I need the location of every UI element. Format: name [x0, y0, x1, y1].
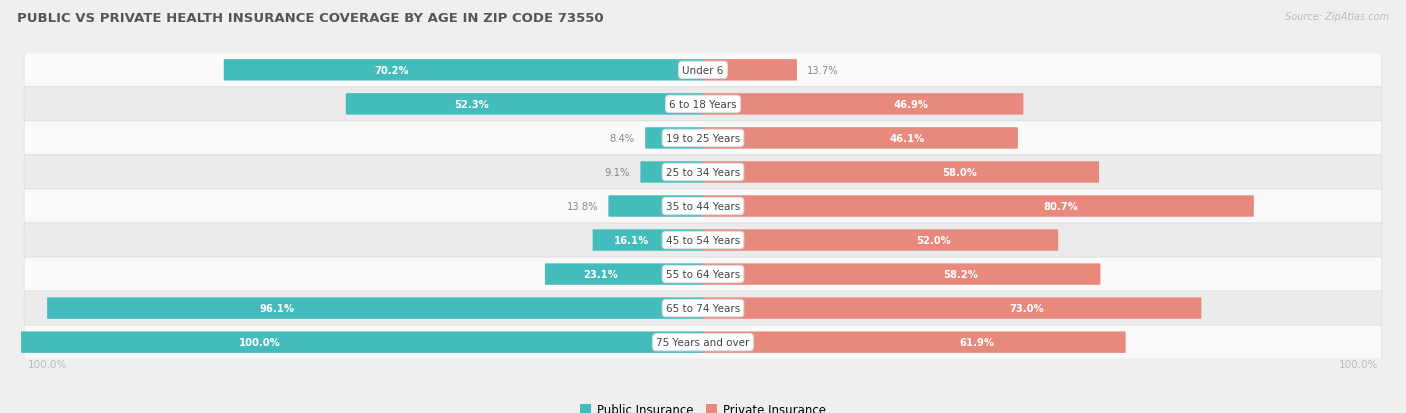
FancyBboxPatch shape [24, 223, 1382, 257]
Text: 96.1%: 96.1% [260, 304, 294, 313]
FancyBboxPatch shape [703, 298, 1201, 319]
Text: 13.8%: 13.8% [567, 202, 598, 211]
Text: 73.0%: 73.0% [1010, 304, 1043, 313]
FancyBboxPatch shape [593, 230, 703, 251]
FancyBboxPatch shape [703, 264, 1101, 285]
Text: 46.1%: 46.1% [890, 133, 925, 144]
Text: 23.1%: 23.1% [583, 269, 619, 280]
Text: 16.1%: 16.1% [614, 235, 650, 245]
FancyBboxPatch shape [645, 128, 703, 149]
FancyBboxPatch shape [703, 196, 1254, 217]
Text: 58.0%: 58.0% [942, 168, 977, 178]
Text: 100.0%: 100.0% [28, 359, 67, 369]
FancyBboxPatch shape [703, 332, 1126, 353]
FancyBboxPatch shape [703, 60, 797, 81]
FancyBboxPatch shape [703, 230, 1059, 251]
Text: Source: ZipAtlas.com: Source: ZipAtlas.com [1285, 12, 1389, 22]
FancyBboxPatch shape [24, 88, 1382, 121]
Text: 65 to 74 Years: 65 to 74 Years [666, 304, 740, 313]
Text: 45 to 54 Years: 45 to 54 Years [666, 235, 740, 245]
FancyBboxPatch shape [24, 156, 1382, 190]
Text: 100.0%: 100.0% [1339, 359, 1378, 369]
Text: 13.7%: 13.7% [807, 66, 839, 76]
Text: PUBLIC VS PRIVATE HEALTH INSURANCE COVERAGE BY AGE IN ZIP CODE 73550: PUBLIC VS PRIVATE HEALTH INSURANCE COVER… [17, 12, 603, 25]
Text: 55 to 64 Years: 55 to 64 Years [666, 269, 740, 280]
FancyBboxPatch shape [609, 196, 703, 217]
FancyBboxPatch shape [24, 54, 1382, 88]
Text: 8.4%: 8.4% [610, 133, 636, 144]
Text: 19 to 25 Years: 19 to 25 Years [666, 133, 740, 144]
FancyBboxPatch shape [24, 292, 1382, 325]
Text: 58.2%: 58.2% [943, 269, 979, 280]
Text: 9.1%: 9.1% [605, 168, 630, 178]
Text: 80.7%: 80.7% [1043, 202, 1078, 211]
Text: 100.0%: 100.0% [239, 337, 281, 347]
FancyBboxPatch shape [224, 60, 703, 81]
Text: 52.0%: 52.0% [917, 235, 950, 245]
FancyBboxPatch shape [21, 332, 703, 353]
FancyBboxPatch shape [24, 190, 1382, 223]
FancyBboxPatch shape [24, 325, 1382, 359]
FancyBboxPatch shape [546, 264, 703, 285]
Text: 61.9%: 61.9% [960, 337, 995, 347]
FancyBboxPatch shape [24, 121, 1382, 156]
FancyBboxPatch shape [24, 257, 1382, 292]
FancyBboxPatch shape [703, 162, 1099, 183]
Text: 35 to 44 Years: 35 to 44 Years [666, 202, 740, 211]
FancyBboxPatch shape [703, 128, 1018, 149]
FancyBboxPatch shape [48, 298, 703, 319]
Text: 6 to 18 Years: 6 to 18 Years [669, 100, 737, 109]
FancyBboxPatch shape [346, 94, 703, 115]
Text: 70.2%: 70.2% [374, 66, 409, 76]
Text: 46.9%: 46.9% [893, 100, 928, 109]
Text: Under 6: Under 6 [682, 66, 724, 76]
Text: 52.3%: 52.3% [454, 100, 488, 109]
Text: 75 Years and over: 75 Years and over [657, 337, 749, 347]
FancyBboxPatch shape [703, 94, 1024, 115]
Text: 25 to 34 Years: 25 to 34 Years [666, 168, 740, 178]
FancyBboxPatch shape [640, 162, 703, 183]
Legend: Public Insurance, Private Insurance: Public Insurance, Private Insurance [575, 398, 831, 413]
